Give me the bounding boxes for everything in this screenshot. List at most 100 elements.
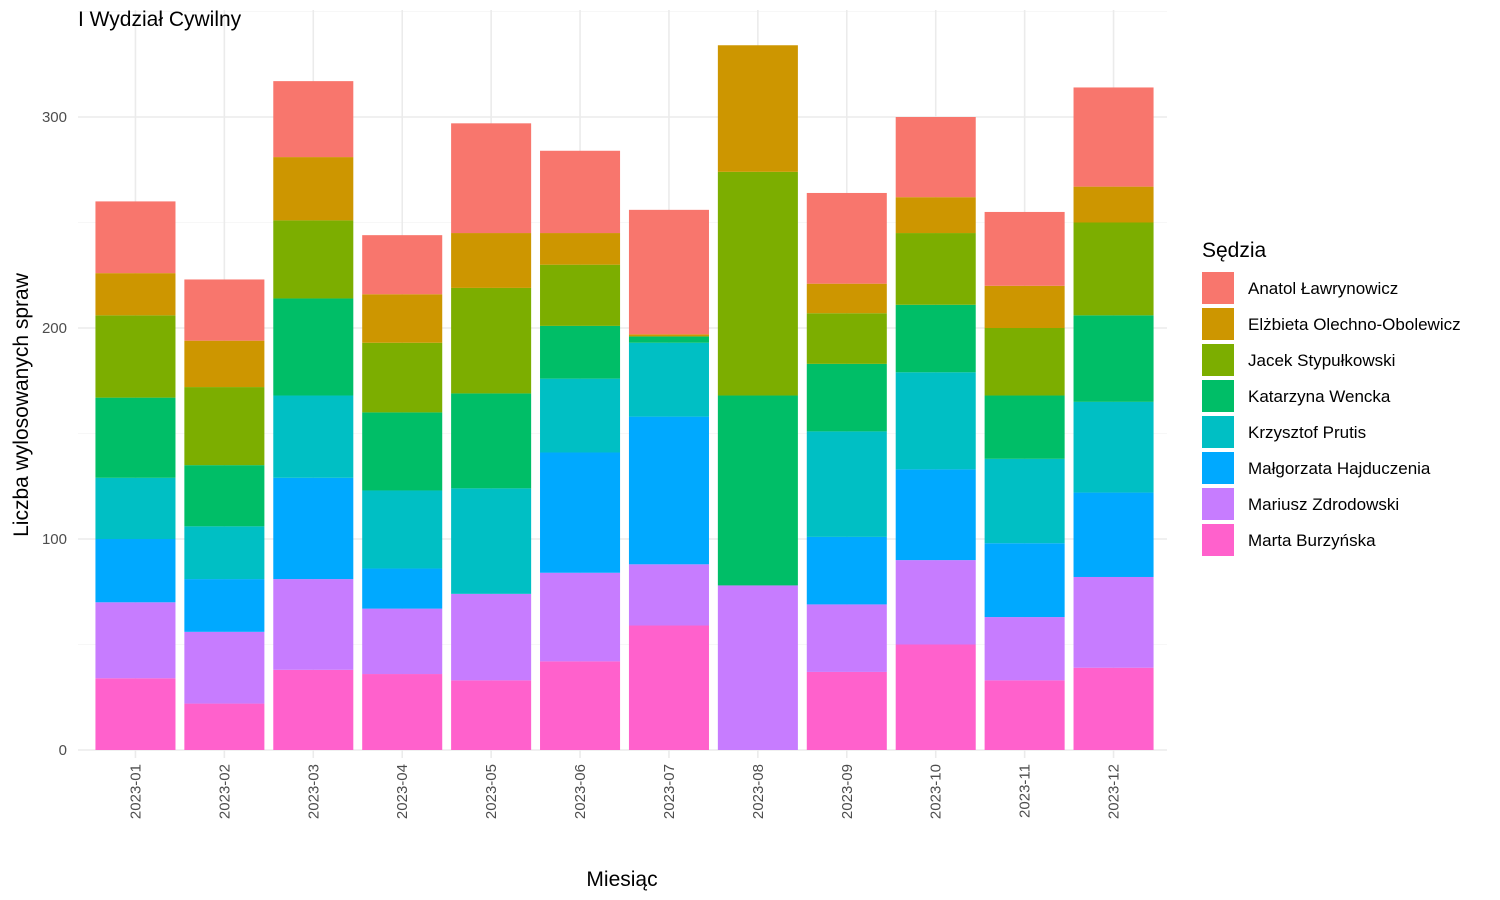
bar-segment: 2023-11 — Anatol Ławrynowicz: 35 bbox=[984, 211, 1065, 286]
bar-segment: 2023-07 — Katarzyna Wencka: 3 bbox=[628, 336, 709, 343]
bar-segment: 2023-02 — Anatol Ławrynowicz: 29 bbox=[184, 279, 265, 341]
bar-segment: 2023-08 — Mariusz Zdrodowski: 78 bbox=[717, 585, 798, 750]
bar-segment: 2023-09 — Katarzyna Wencka: 32 bbox=[806, 363, 887, 432]
bar-segment: 2023-03 — Elżbieta Olechno-Obolewicz: 30 bbox=[273, 157, 354, 221]
legend-key bbox=[1202, 524, 1234, 556]
x-tick-label: 2023-06 bbox=[572, 764, 589, 819]
x-tick-label: 2023-07 bbox=[661, 764, 678, 819]
legend-item-label: Jacek Stypułkowski bbox=[1248, 351, 1395, 370]
bar-segment: 2023-11 — Małgorzata Hajduczenia: 35 bbox=[984, 543, 1065, 618]
legend-key bbox=[1202, 488, 1234, 520]
bar-segment: 2023-12 — Anatol Ławrynowicz: 47 bbox=[1073, 87, 1154, 187]
x-tick-label: 2023-08 bbox=[750, 764, 767, 819]
legend-item-label: Małgorzata Hajduczenia bbox=[1248, 459, 1431, 478]
bar-segment: 2023-03 — Małgorzata Hajduczenia: 48 bbox=[273, 477, 354, 580]
legend-item-label: Marta Burzyńska bbox=[1248, 531, 1376, 550]
bar-segment: 2023-11 — Krzysztof Prutis: 40 bbox=[984, 458, 1065, 544]
x-tick-label: 2023-12 bbox=[1106, 764, 1123, 819]
legend-key bbox=[1202, 452, 1234, 484]
x-tick-label: 2023-01 bbox=[127, 764, 144, 819]
bar-segment: 2023-02 — Marta Burzyńska: 22 bbox=[184, 703, 265, 750]
bar-segment: 2023-07 — Marta Burzyńska: 59 bbox=[628, 625, 709, 750]
bar-segment: 2023-02 — Mariusz Zdrodowski: 34 bbox=[184, 631, 265, 704]
bar-segment: 2023-11 — Elżbieta Olechno-Obolewicz: 20 bbox=[984, 285, 1065, 328]
bar-segment: 2023-03 — Jacek Stypułkowski: 37 bbox=[273, 220, 354, 299]
bar-segment: 2023-12 — Krzysztof Prutis: 43 bbox=[1073, 401, 1154, 493]
bar-segment: 2023-02 — Jacek Stypułkowski: 37 bbox=[184, 387, 265, 466]
bar-segment: 2023-02 — Krzysztof Prutis: 25 bbox=[184, 526, 265, 580]
bar-segment: 2023-03 — Anatol Ławrynowicz: 36 bbox=[273, 81, 354, 158]
bar-segment: 2023-06 — Katarzyna Wencka: 25 bbox=[540, 325, 621, 379]
bar-segment: 2023-05 — Jacek Stypułkowski: 50 bbox=[451, 287, 532, 394]
bar-segment: 2023-01 — Małgorzata Hajduczenia: 30 bbox=[95, 539, 176, 603]
bar-segment: 2023-12 — Małgorzata Hajduczenia: 40 bbox=[1073, 492, 1154, 577]
bar-segment: 2023-12 — Jacek Stypułkowski: 44 bbox=[1073, 222, 1154, 316]
bar-segment: 2023-12 — Marta Burzyńska: 39 bbox=[1073, 667, 1154, 750]
bar-segment: 2023-10 — Elżbieta Olechno-Obolewicz: 17 bbox=[895, 197, 976, 234]
bar-segment: 2023-09 — Elżbieta Olechno-Obolewicz: 14 bbox=[806, 283, 887, 314]
bar-segment: 2023-09 — Krzysztof Prutis: 50 bbox=[806, 431, 887, 537]
y-tick-label: 100 bbox=[42, 531, 67, 548]
bar-segment: 2023-04 — Mariusz Zdrodowski: 31 bbox=[362, 608, 443, 675]
axes: 0 100 200 300 2023-01 2023-02 2023-03 2023-04 20… bbox=[42, 109, 1123, 819]
bar-segment: 2023-01 — Mariusz Zdrodowski: 36 bbox=[95, 602, 176, 679]
bar-segment: 2023-08 — Katarzyna Wencka: 90 bbox=[717, 395, 798, 586]
bar-segment: 2023-11 — Jacek Stypułkowski: 32 bbox=[984, 328, 1065, 396]
bar-segment: 2023-05 — Elżbieta Olechno-Obolewicz: 26 bbox=[451, 233, 532, 288]
bar-segment: 2023-11 — Marta Burzyńska: 33 bbox=[984, 680, 1065, 750]
bar-segment: 2023-05 — Katarzyna Wencka: 45 bbox=[451, 393, 532, 489]
y-tick-label: 300 bbox=[42, 109, 67, 126]
bar-segment: 2023-03 — Krzysztof Prutis: 39 bbox=[273, 395, 354, 478]
bar-segment: 2023-01 — Anatol Ławrynowicz: 34 bbox=[95, 201, 176, 274]
bar-segment: 2023-07 — Mariusz Zdrodowski: 29 bbox=[628, 564, 709, 626]
bar-segment: 2023-01 — Jacek Stypułkowski: 39 bbox=[95, 315, 176, 398]
bar-segment: 2023-09 — Jacek Stypułkowski: 24 bbox=[806, 313, 887, 364]
bar-segment: 2023-07 — Elżbieta Olechno-Obolewicz: 1 bbox=[628, 334, 709, 337]
legend-key bbox=[1202, 344, 1234, 376]
bar-segment: 2023-02 — Małgorzata Hajduczenia: 25 bbox=[184, 579, 265, 632]
legend-key bbox=[1202, 380, 1234, 412]
y-tick-label: 200 bbox=[42, 320, 67, 337]
bar-segment: 2023-02 — Elżbieta Olechno-Obolewicz: 22 bbox=[184, 340, 265, 388]
legend-key bbox=[1202, 272, 1234, 304]
y-tick-label: 0 bbox=[59, 742, 67, 759]
bar-segment: 2023-05 — Mariusz Zdrodowski: 41 bbox=[451, 593, 532, 681]
legend-item-label: Katarzyna Wencka bbox=[1248, 387, 1391, 406]
legend-title: Sędzia bbox=[1202, 239, 1267, 262]
bar-segment: 2023-10 — Krzysztof Prutis: 46 bbox=[895, 372, 976, 470]
bar-segment: 2023-10 — Katarzyna Wencka: 32 bbox=[895, 304, 976, 373]
bar-segment: 2023-10 — Małgorzata Hajduczenia: 43 bbox=[895, 469, 976, 561]
bar-segment: 2023-06 — Małgorzata Hajduczenia: 57 bbox=[540, 452, 621, 573]
bar-segment: 2023-04 — Krzysztof Prutis: 37 bbox=[362, 490, 443, 569]
bar-segment: 2023-06 — Mariusz Zdrodowski: 42 bbox=[540, 572, 621, 662]
bar-segment: 2023-08 — Elżbieta Olechno-Obolewicz: 60 bbox=[717, 45, 798, 172]
x-tick-label: 2023-10 bbox=[928, 764, 945, 819]
bar-segment: 2023-04 — Małgorzata Hajduczenia: 19 bbox=[362, 568, 443, 609]
bar-segment: 2023-09 — Marta Burzyńska: 37 bbox=[806, 671, 887, 750]
bar-segment: 2023-10 — Marta Burzyńska: 50 bbox=[895, 644, 976, 750]
bar-segment: 2023-02 — Katarzyna Wencka: 29 bbox=[184, 465, 265, 527]
bar-segment: 2023-11 — Mariusz Zdrodowski: 30 bbox=[984, 617, 1065, 681]
bar-segment: 2023-11 — Katarzyna Wencka: 30 bbox=[984, 395, 1065, 459]
bar-segment: 2023-05 — Anatol Ławrynowicz: 52 bbox=[451, 123, 532, 234]
bar-segment: 2023-09 — Anatol Ławrynowicz: 43 bbox=[806, 192, 887, 284]
bar-segment: 2023-03 — Marta Burzyńska: 38 bbox=[273, 669, 354, 750]
bar-segment: 2023-06 — Elżbieta Olechno-Obolewicz: 15 bbox=[540, 233, 621, 265]
bar-segment: 2023-07 — Krzysztof Prutis: 35 bbox=[628, 342, 709, 417]
bar-segment: 2023-01 — Elżbieta Olechno-Obolewicz: 20 bbox=[95, 273, 176, 316]
chart-title: I Wydział Cywilny bbox=[78, 8, 242, 31]
x-axis-title: Miesiąc bbox=[586, 868, 657, 891]
bar-segment: 2023-09 — Mariusz Zdrodowski: 32 bbox=[806, 604, 887, 672]
bar-segment: 2023-01 — Krzysztof Prutis: 29 bbox=[95, 477, 176, 539]
bar-segment: 2023-05 — Marta Burzyńska: 33 bbox=[451, 680, 532, 750]
bar-segment: 2023-06 — Krzysztof Prutis: 35 bbox=[540, 378, 621, 453]
bar-segment: 2023-05 — Krzysztof Prutis: 50 bbox=[451, 488, 532, 594]
bar-segment: 2023-04 — Elżbieta Olechno-Obolewicz: 23 bbox=[362, 294, 443, 343]
bar-segment: 2023-06 — Marta Burzyńska: 42 bbox=[540, 661, 621, 750]
bar-segment: 2023-03 — Katarzyna Wencka: 46 bbox=[273, 298, 354, 396]
bar-segment: 2023-12 — Katarzyna Wencka: 41 bbox=[1073, 315, 1154, 402]
bar-segment: 2023-09 — Małgorzata Hajduczenia: 32 bbox=[806, 536, 887, 605]
legend-item-label: Elżbieta Olechno-Obolewicz bbox=[1248, 315, 1461, 334]
legend-item-label: Krzysztof Prutis bbox=[1248, 423, 1366, 442]
